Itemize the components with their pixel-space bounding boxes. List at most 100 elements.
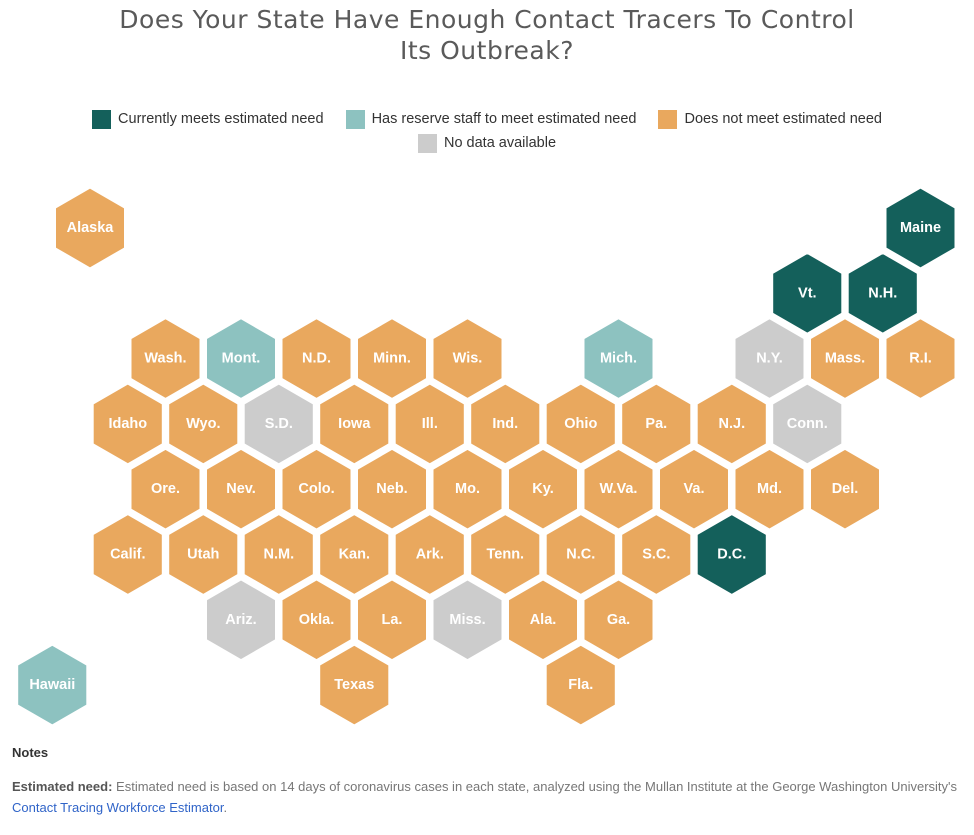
state-tile-ariz[interactable]: Ariz.	[204, 577, 278, 663]
state-tile-ga[interactable]: Ga.	[581, 577, 656, 663]
state-tile-wyo[interactable]: Wyo.	[166, 381, 241, 467]
state-hex-colo[interactable]	[279, 446, 354, 532]
state-hex-ark[interactable]	[392, 511, 467, 598]
state-hex-tenn[interactable]	[468, 511, 543, 598]
state-tile-ore[interactable]: Ore.	[128, 446, 203, 532]
state-tile-s-d[interactable]: S.D.	[241, 381, 316, 467]
state-tile-texas[interactable]: Texas	[317, 642, 392, 728]
state-hex-la[interactable]	[355, 577, 429, 663]
state-tile-calif[interactable]: Calif.	[90, 511, 165, 598]
state-hex-ohio[interactable]	[543, 381, 618, 467]
state-tile-nev[interactable]: Nev.	[204, 446, 278, 532]
state-hex-texas[interactable]	[317, 642, 392, 728]
state-hex-hawaii[interactable]	[15, 642, 90, 728]
state-hex-w-va[interactable]	[581, 446, 656, 532]
state-hex-n-h[interactable]	[845, 250, 920, 337]
state-tile-neb[interactable]: Neb.	[355, 446, 429, 532]
state-tile-n-y[interactable]: N.Y.	[732, 315, 807, 402]
state-hex-md[interactable]	[732, 446, 807, 532]
state-hex-ind[interactable]	[468, 381, 543, 467]
state-hex-va[interactable]	[657, 446, 731, 532]
state-hex-ky[interactable]	[506, 446, 580, 532]
state-hex-mass[interactable]	[808, 315, 882, 402]
contact-tracing-estimator-link[interactable]: Contact Tracing Workforce Estimator	[12, 800, 224, 815]
state-tile-n-m[interactable]: N.M.	[241, 511, 316, 598]
state-tile-d-c[interactable]: D.C.	[694, 511, 769, 598]
state-hex-mo[interactable]	[430, 446, 505, 532]
state-tile-mo[interactable]: Mo.	[430, 446, 505, 532]
state-hex-s-d[interactable]	[241, 381, 316, 467]
state-tile-hawaii[interactable]: Hawaii	[15, 642, 90, 728]
state-tile-mich[interactable]: Mich.	[581, 315, 656, 402]
state-hex-wis[interactable]	[430, 315, 505, 402]
state-hex-n-c[interactable]	[543, 511, 618, 598]
state-hex-vt[interactable]	[770, 250, 845, 337]
state-tile-vt[interactable]: Vt.	[770, 250, 845, 337]
state-hex-mich[interactable]	[581, 315, 656, 402]
state-tile-w-va[interactable]: W.Va.	[581, 446, 656, 532]
state-hex-n-d[interactable]	[279, 315, 354, 402]
state-hex-idaho[interactable]	[90, 381, 165, 467]
state-tile-colo[interactable]: Colo.	[279, 446, 354, 532]
state-tile-iowa[interactable]: Iowa	[317, 381, 392, 467]
state-tile-n-d[interactable]: N.D.	[279, 315, 354, 402]
state-hex-iowa[interactable]	[317, 381, 392, 467]
state-hex-ala[interactable]	[506, 577, 580, 663]
state-tile-minn[interactable]: Minn.	[355, 315, 429, 402]
state-hex-r-i[interactable]	[883, 315, 958, 402]
state-tile-utah[interactable]: Utah	[166, 511, 241, 598]
state-tile-n-j[interactable]: N.J.	[694, 381, 769, 467]
state-hex-fla[interactable]	[543, 642, 618, 728]
state-hex-nev[interactable]	[204, 446, 278, 532]
state-tile-r-i[interactable]: R.I.	[883, 315, 958, 402]
state-hex-calif[interactable]	[90, 511, 165, 598]
state-tile-idaho[interactable]: Idaho	[90, 381, 165, 467]
state-hex-utah[interactable]	[166, 511, 241, 598]
state-hex-ga[interactable]	[581, 577, 656, 663]
state-tile-fla[interactable]: Fla.	[543, 642, 618, 728]
state-hex-del[interactable]	[808, 446, 882, 532]
state-tile-md[interactable]: Md.	[732, 446, 807, 532]
state-tile-miss[interactable]: Miss.	[430, 577, 505, 663]
state-tile-conn[interactable]: Conn.	[770, 381, 845, 467]
state-hex-wyo[interactable]	[166, 381, 241, 467]
state-tile-la[interactable]: La.	[355, 577, 429, 663]
state-hex-pa[interactable]	[619, 381, 694, 467]
state-hex-kan[interactable]	[317, 511, 392, 598]
state-hex-n-m[interactable]	[241, 511, 316, 598]
state-tile-ill[interactable]: Ill.	[392, 381, 467, 467]
state-tile-mass[interactable]: Mass.	[808, 315, 882, 402]
state-tile-okla[interactable]: Okla.	[279, 577, 354, 663]
state-hex-n-j[interactable]	[694, 381, 769, 467]
state-hex-neb[interactable]	[355, 446, 429, 532]
state-tile-ind[interactable]: Ind.	[468, 381, 543, 467]
state-tile-ark[interactable]: Ark.	[392, 511, 467, 598]
state-tile-ala[interactable]: Ala.	[506, 577, 580, 663]
state-tile-ohio[interactable]: Ohio	[543, 381, 618, 467]
state-tile-n-c[interactable]: N.C.	[543, 511, 618, 598]
state-hex-wash[interactable]	[128, 315, 203, 402]
state-hex-miss[interactable]	[430, 577, 505, 663]
state-hex-d-c[interactable]	[694, 511, 769, 598]
state-hex-okla[interactable]	[279, 577, 354, 663]
state-hex-s-c[interactable]	[619, 511, 694, 598]
state-tile-pa[interactable]: Pa.	[619, 381, 694, 467]
state-hex-minn[interactable]	[355, 315, 429, 402]
state-tile-ky[interactable]: Ky.	[506, 446, 580, 532]
state-hex-ariz[interactable]	[204, 577, 278, 663]
state-hex-conn[interactable]	[770, 381, 845, 467]
state-tile-maine[interactable]: Maine	[883, 185, 958, 271]
state-hex-ill[interactable]	[392, 381, 467, 467]
state-tile-del[interactable]: Del.	[808, 446, 882, 532]
state-tile-wis[interactable]: Wis.	[430, 315, 505, 402]
state-hex-alaska[interactable]	[53, 185, 127, 271]
state-tile-mont[interactable]: Mont.	[204, 315, 278, 402]
state-tile-va[interactable]: Va.	[657, 446, 731, 532]
state-hex-maine[interactable]	[883, 185, 958, 271]
state-hex-mont[interactable]	[204, 315, 278, 402]
state-hex-n-y[interactable]	[732, 315, 807, 402]
state-tile-tenn[interactable]: Tenn.	[468, 511, 543, 598]
state-tile-kan[interactable]: Kan.	[317, 511, 392, 598]
state-tile-n-h[interactable]: N.H.	[845, 250, 920, 337]
state-tile-wash[interactable]: Wash.	[128, 315, 203, 402]
